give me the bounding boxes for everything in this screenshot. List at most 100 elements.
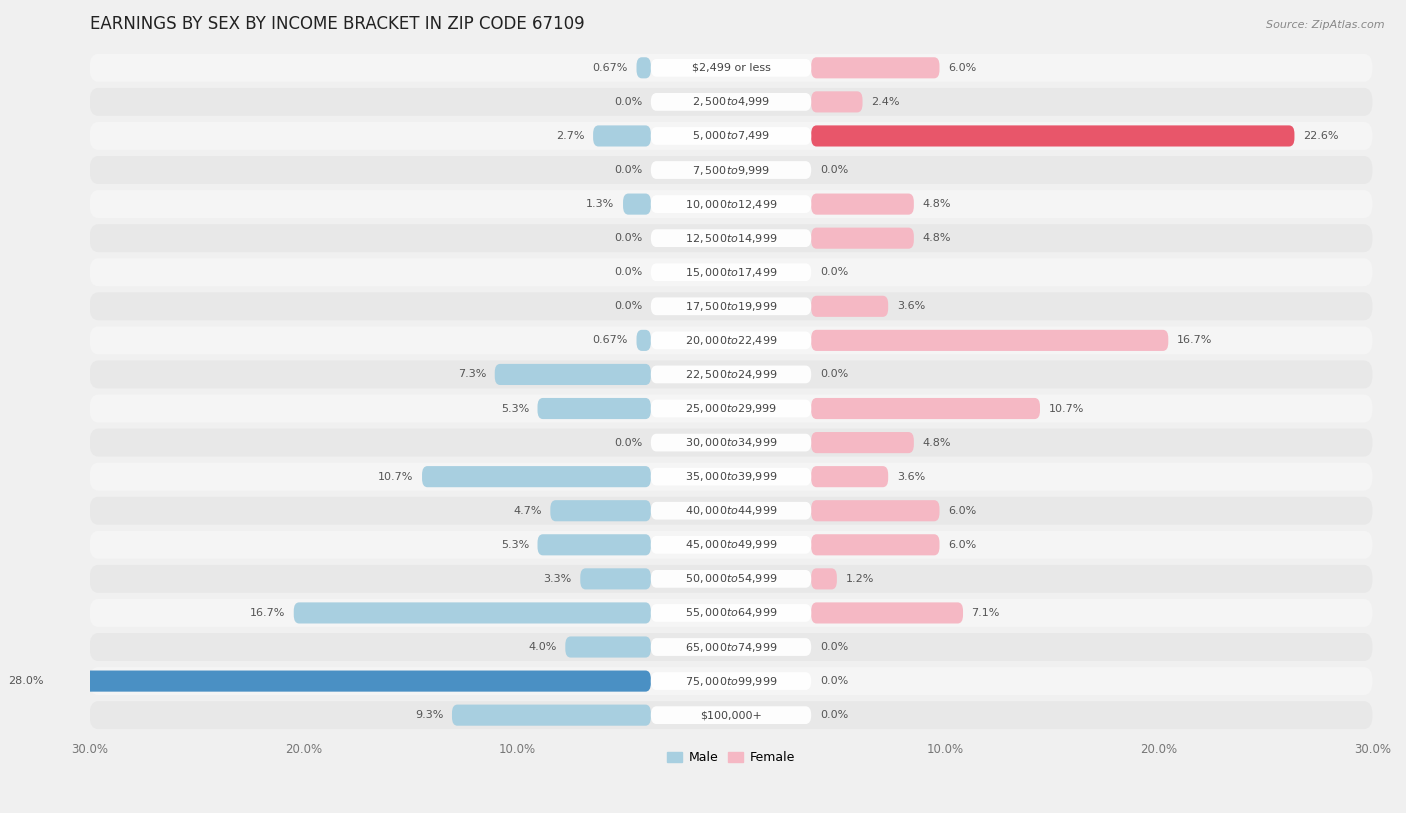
Text: $35,000 to $39,999: $35,000 to $39,999 <box>685 470 778 483</box>
Text: 1.2%: 1.2% <box>845 574 873 584</box>
FancyBboxPatch shape <box>593 125 651 146</box>
FancyBboxPatch shape <box>651 604 811 622</box>
Text: 0.0%: 0.0% <box>614 233 643 243</box>
Text: 4.7%: 4.7% <box>513 506 541 515</box>
FancyBboxPatch shape <box>811 398 1040 419</box>
FancyBboxPatch shape <box>811 602 963 624</box>
Text: 7.3%: 7.3% <box>458 369 486 380</box>
Text: $45,000 to $49,999: $45,000 to $49,999 <box>685 538 778 551</box>
Text: 4.0%: 4.0% <box>529 642 557 652</box>
Text: 0.0%: 0.0% <box>614 165 643 175</box>
Text: 2.4%: 2.4% <box>872 97 900 107</box>
Text: $100,000+: $100,000+ <box>700 710 762 720</box>
Text: $30,000 to $34,999: $30,000 to $34,999 <box>685 436 778 449</box>
FancyBboxPatch shape <box>811 500 939 521</box>
FancyBboxPatch shape <box>651 59 811 76</box>
FancyBboxPatch shape <box>651 229 811 247</box>
FancyBboxPatch shape <box>90 531 1372 559</box>
FancyBboxPatch shape <box>651 195 811 213</box>
FancyBboxPatch shape <box>811 125 1295 146</box>
Text: 6.0%: 6.0% <box>948 506 976 515</box>
Text: 6.0%: 6.0% <box>948 540 976 550</box>
Text: 3.3%: 3.3% <box>544 574 572 584</box>
Text: 0.67%: 0.67% <box>592 336 628 346</box>
FancyBboxPatch shape <box>294 602 651 624</box>
Text: 16.7%: 16.7% <box>1177 336 1212 346</box>
Text: $75,000 to $99,999: $75,000 to $99,999 <box>685 675 778 688</box>
FancyBboxPatch shape <box>651 706 811 724</box>
FancyBboxPatch shape <box>623 193 651 215</box>
FancyBboxPatch shape <box>811 330 1168 351</box>
Text: 3.6%: 3.6% <box>897 302 925 311</box>
Text: 5.3%: 5.3% <box>501 403 529 414</box>
FancyBboxPatch shape <box>651 263 811 281</box>
Text: 22.6%: 22.6% <box>1303 131 1339 141</box>
FancyBboxPatch shape <box>651 93 811 111</box>
Text: $2,499 or less: $2,499 or less <box>692 63 770 73</box>
Text: $5,000 to $7,499: $5,000 to $7,499 <box>692 129 770 142</box>
Text: $12,500 to $14,999: $12,500 to $14,999 <box>685 232 778 245</box>
FancyBboxPatch shape <box>90 259 1372 286</box>
FancyBboxPatch shape <box>90 360 1372 389</box>
Text: 0.0%: 0.0% <box>614 97 643 107</box>
FancyBboxPatch shape <box>651 638 811 656</box>
Text: 2.7%: 2.7% <box>555 131 585 141</box>
Text: $15,000 to $17,499: $15,000 to $17,499 <box>685 266 778 279</box>
Text: Source: ZipAtlas.com: Source: ZipAtlas.com <box>1267 20 1385 30</box>
Text: 0.0%: 0.0% <box>820 369 848 380</box>
Text: 4.8%: 4.8% <box>922 437 950 448</box>
Text: $17,500 to $19,999: $17,500 to $19,999 <box>685 300 778 313</box>
Text: $22,500 to $24,999: $22,500 to $24,999 <box>685 368 778 381</box>
Text: 5.3%: 5.3% <box>501 540 529 550</box>
Text: $2,500 to $4,999: $2,500 to $4,999 <box>692 95 770 108</box>
Legend: Male, Female: Male, Female <box>662 746 800 769</box>
FancyBboxPatch shape <box>90 463 1372 490</box>
Text: 10.7%: 10.7% <box>378 472 413 481</box>
FancyBboxPatch shape <box>651 332 811 350</box>
FancyBboxPatch shape <box>52 671 651 692</box>
Text: 0.0%: 0.0% <box>614 437 643 448</box>
FancyBboxPatch shape <box>422 466 651 487</box>
Text: 7.1%: 7.1% <box>972 608 1000 618</box>
FancyBboxPatch shape <box>90 599 1372 627</box>
Text: 0.0%: 0.0% <box>820 710 848 720</box>
FancyBboxPatch shape <box>451 705 651 726</box>
FancyBboxPatch shape <box>90 293 1372 320</box>
Text: 6.0%: 6.0% <box>948 63 976 73</box>
FancyBboxPatch shape <box>90 122 1372 150</box>
Text: 1.3%: 1.3% <box>586 199 614 209</box>
FancyBboxPatch shape <box>811 466 889 487</box>
FancyBboxPatch shape <box>651 570 811 588</box>
Text: 28.0%: 28.0% <box>8 676 44 686</box>
FancyBboxPatch shape <box>651 672 811 690</box>
FancyBboxPatch shape <box>565 637 651 658</box>
Text: $50,000 to $54,999: $50,000 to $54,999 <box>685 572 778 585</box>
FancyBboxPatch shape <box>90 633 1372 661</box>
Text: 9.3%: 9.3% <box>415 710 443 720</box>
FancyBboxPatch shape <box>90 156 1372 184</box>
Text: 0.67%: 0.67% <box>592 63 628 73</box>
FancyBboxPatch shape <box>90 190 1372 218</box>
Text: 16.7%: 16.7% <box>250 608 285 618</box>
FancyBboxPatch shape <box>90 224 1372 252</box>
Text: 0.0%: 0.0% <box>820 165 848 175</box>
FancyBboxPatch shape <box>537 534 651 555</box>
FancyBboxPatch shape <box>811 91 862 112</box>
FancyBboxPatch shape <box>651 298 811 315</box>
Text: 0.0%: 0.0% <box>614 267 643 277</box>
Text: $20,000 to $22,499: $20,000 to $22,499 <box>685 334 778 347</box>
FancyBboxPatch shape <box>90 88 1372 115</box>
Text: 0.0%: 0.0% <box>820 267 848 277</box>
FancyBboxPatch shape <box>637 57 651 78</box>
FancyBboxPatch shape <box>90 428 1372 457</box>
Text: $7,500 to $9,999: $7,500 to $9,999 <box>692 163 770 176</box>
FancyBboxPatch shape <box>651 502 811 520</box>
FancyBboxPatch shape <box>811 193 914 215</box>
Text: 3.6%: 3.6% <box>897 472 925 481</box>
FancyBboxPatch shape <box>811 228 914 249</box>
FancyBboxPatch shape <box>651 161 811 179</box>
Text: 4.8%: 4.8% <box>922 199 950 209</box>
Text: 0.0%: 0.0% <box>820 676 848 686</box>
FancyBboxPatch shape <box>651 467 811 485</box>
FancyBboxPatch shape <box>651 433 811 451</box>
